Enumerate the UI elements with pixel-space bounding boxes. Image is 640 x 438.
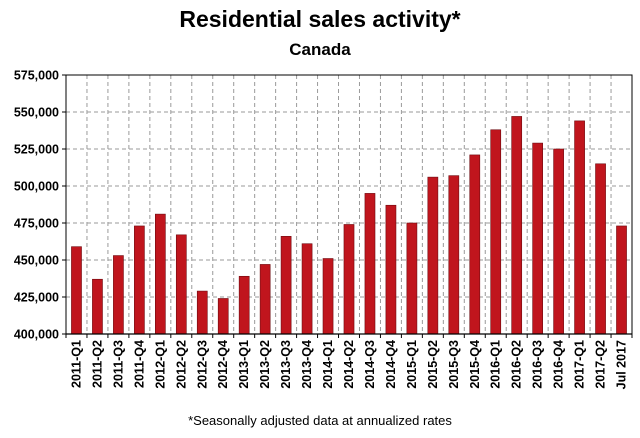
bar — [616, 225, 627, 335]
x-tick-label: 2012-Q4 — [216, 340, 230, 389]
x-tick-label: 2012-Q1 — [153, 340, 167, 389]
axes — [62, 74, 633, 338]
x-tick-label: 2015-Q3 — [447, 340, 461, 389]
bar — [574, 120, 585, 335]
bar — [301, 243, 313, 335]
x-tick-label: 2017-Q2 — [594, 340, 608, 389]
bar — [280, 236, 292, 335]
bar — [343, 224, 355, 335]
bar — [595, 163, 606, 335]
x-tick-label: 2013-Q3 — [279, 340, 293, 389]
x-tick-label: 2014-Q3 — [363, 340, 377, 389]
x-tick-label: 2016-Q2 — [510, 340, 524, 389]
x-tick-label: 2011-Q3 — [111, 340, 125, 388]
bar — [553, 148, 564, 335]
y-tick-label: 450,000 — [14, 254, 59, 268]
bars — [71, 116, 627, 335]
bar — [469, 154, 481, 335]
bar — [511, 116, 523, 335]
x-tick-label: Jul 2017 — [615, 340, 629, 389]
bar — [322, 258, 334, 335]
bar — [364, 193, 376, 335]
x-tick-label: 2015-Q4 — [468, 340, 482, 389]
x-tick-label: 2016-Q4 — [552, 340, 566, 389]
bar — [92, 278, 103, 335]
bar — [406, 222, 418, 335]
x-tick-label: 2016-Q3 — [531, 340, 545, 389]
y-tick-labels: 400,000 425,000 450,000 475,000 500,000 525,0… — [14, 69, 59, 342]
x-tick-label: 2011-Q2 — [90, 340, 104, 388]
bar — [217, 298, 229, 335]
x-tick-label: 2012-Q3 — [195, 340, 209, 389]
x-tick-label: 2014-Q4 — [384, 340, 398, 389]
bar — [113, 255, 124, 335]
x-tick-label: 2013-Q2 — [258, 340, 272, 389]
x-tick-labels: 2011-Q1 2011-Q2 2011-Q3 2011-Q4 2012-Q1 2012-… — [69, 340, 628, 389]
bar — [175, 234, 187, 335]
x-tick-label: 2017-Q1 — [573, 340, 587, 389]
bar — [196, 290, 208, 335]
x-tick-label: 2013-Q1 — [237, 340, 251, 389]
bar — [385, 204, 397, 335]
y-tick-label: 550,000 — [14, 106, 59, 120]
y-tick-label: 400,000 — [14, 328, 59, 342]
y-tick-label: 500,000 — [14, 180, 59, 194]
bar — [238, 275, 250, 335]
x-tick-label: 2011-Q4 — [132, 340, 146, 388]
bar — [490, 129, 502, 335]
y-tick-label: 575,000 — [14, 69, 59, 83]
x-tick-label: 2015-Q2 — [426, 340, 440, 389]
bar — [448, 175, 460, 335]
y-tick-label: 475,000 — [14, 217, 59, 231]
x-tick-label: 2011-Q1 — [69, 340, 83, 388]
x-tick-label: 2014-Q2 — [342, 340, 356, 389]
x-tick-label: 2015-Q1 — [405, 340, 419, 389]
bar — [155, 213, 166, 335]
chart-footnote: *Seasonally adjusted data at annualized … — [188, 413, 452, 428]
y-tick-label: 525,000 — [14, 143, 59, 157]
chart-title: Residential sales activity* — [179, 6, 461, 32]
y-tick-label: 425,000 — [14, 291, 59, 305]
bar — [427, 176, 439, 335]
bar — [532, 142, 543, 335]
x-tick-label: 2012-Q2 — [174, 340, 188, 389]
bar — [71, 246, 82, 335]
x-tick-label: 2016-Q1 — [489, 340, 503, 389]
x-tick-label: 2013-Q4 — [300, 340, 314, 389]
chart-subtitle: Canada — [289, 40, 351, 59]
bar — [134, 225, 145, 335]
bar — [259, 264, 271, 335]
x-tick-label: 2014-Q1 — [321, 340, 335, 389]
